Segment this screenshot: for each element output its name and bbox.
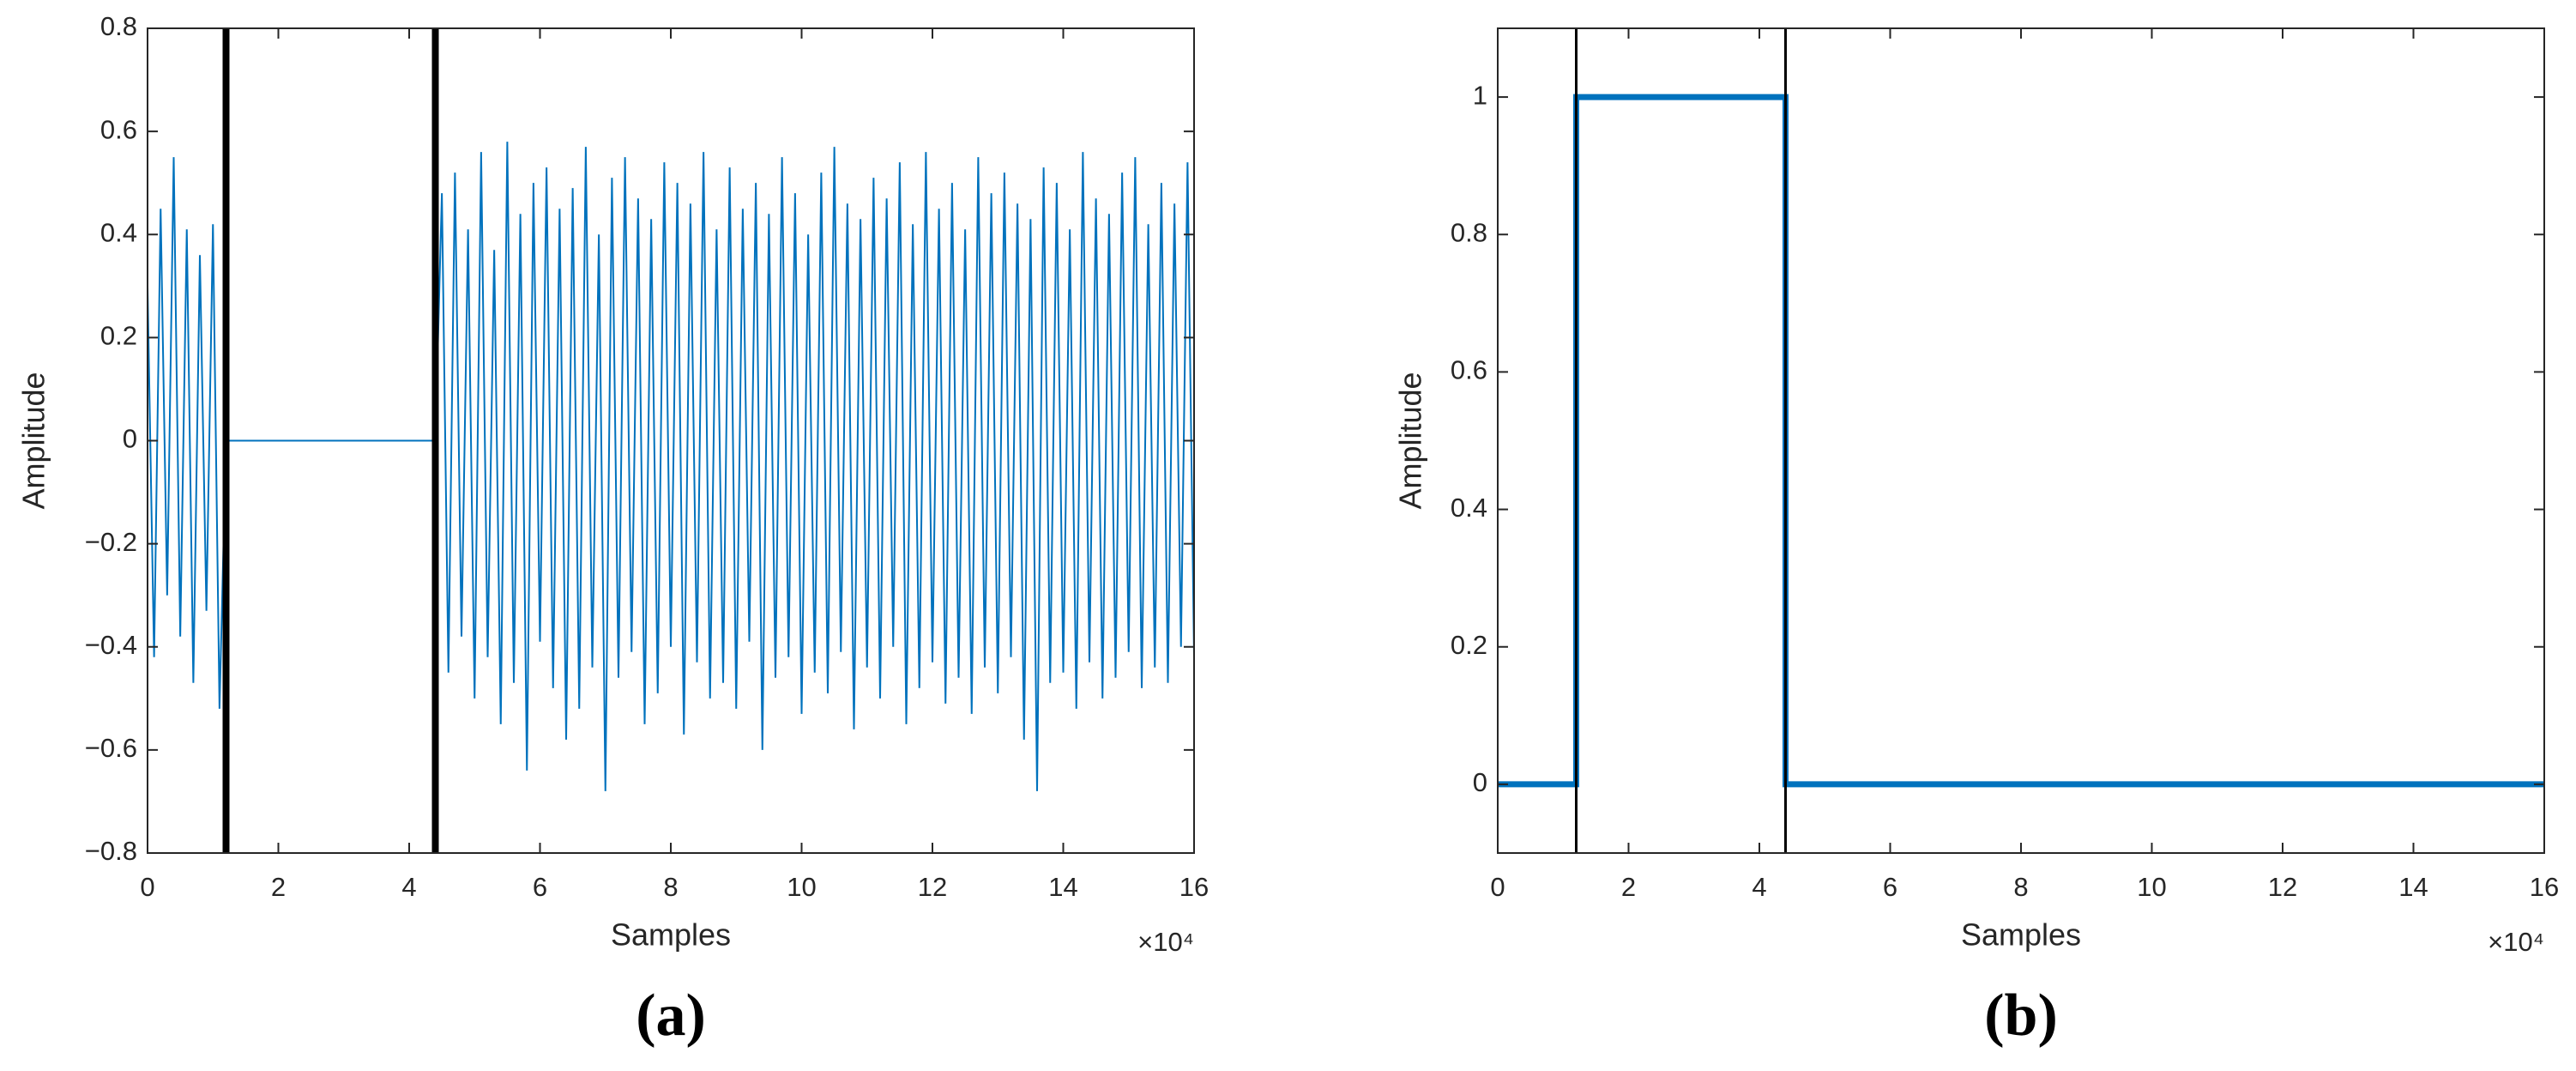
y-tick-label: 0.2 (1451, 630, 1487, 660)
x-tick-label: 10 (2137, 872, 2166, 902)
x-axis-label: Samples (1961, 917, 2081, 953)
y-tick-label: 0.6 (100, 114, 137, 144)
x-tick-label: 12 (2268, 872, 2297, 902)
x-tick-label: 0 (140, 872, 154, 902)
y-tick-label: −0.8 (85, 836, 137, 866)
y-axis-label: Amplitude (16, 372, 51, 509)
x-tick-label: 12 (918, 872, 947, 902)
y-tick-label: −0.2 (85, 527, 137, 557)
x-tick-label: 6 (1883, 872, 1897, 902)
y-tick-label: 0.4 (100, 217, 137, 247)
x-tick-label: 14 (2398, 872, 2428, 902)
y-tick-label: 0 (1473, 767, 1487, 797)
x-multiplier: ×10⁴ (2488, 927, 2544, 957)
y-tick-label: 0 (123, 424, 137, 454)
x-tick-label: 0 (1490, 872, 1505, 902)
y-tick-label: 0.4 (1451, 493, 1487, 523)
y-tick-label: 0.6 (1451, 355, 1487, 385)
x-tick-label: 16 (2530, 872, 2559, 902)
y-tick-label: 0.2 (100, 321, 137, 351)
y-tick-label: 1 (1473, 80, 1487, 110)
x-tick-label: 8 (663, 872, 678, 902)
y-tick-label: −0.6 (85, 733, 137, 763)
x-tick-label: 2 (271, 872, 286, 902)
data-line (147, 142, 1195, 791)
x-tick-label: 4 (1752, 872, 1766, 902)
x-tick-label: 4 (401, 872, 416, 902)
x-tick-label: 10 (787, 872, 816, 902)
panel-caption: (a) (636, 983, 706, 1049)
x-tick-label: 6 (533, 872, 547, 902)
y-tick-label: 0.8 (1451, 217, 1487, 247)
data-line (1498, 94, 2544, 788)
panel-caption: (b) (1984, 983, 2058, 1049)
x-tick-label: 2 (1621, 872, 1636, 902)
axes-box (1497, 27, 2545, 854)
x-tick-label: 16 (1179, 872, 1209, 902)
y-axis-label: Amplitude (1393, 372, 1428, 509)
y-tick-label: 0.8 (100, 11, 137, 41)
x-multiplier: ×10⁴ (1137, 927, 1194, 957)
x-tick-label: 14 (1048, 872, 1077, 902)
y-tick-label: −0.4 (85, 630, 137, 660)
x-axis-label: Samples (611, 917, 731, 953)
x-tick-label: 8 (2013, 872, 2028, 902)
